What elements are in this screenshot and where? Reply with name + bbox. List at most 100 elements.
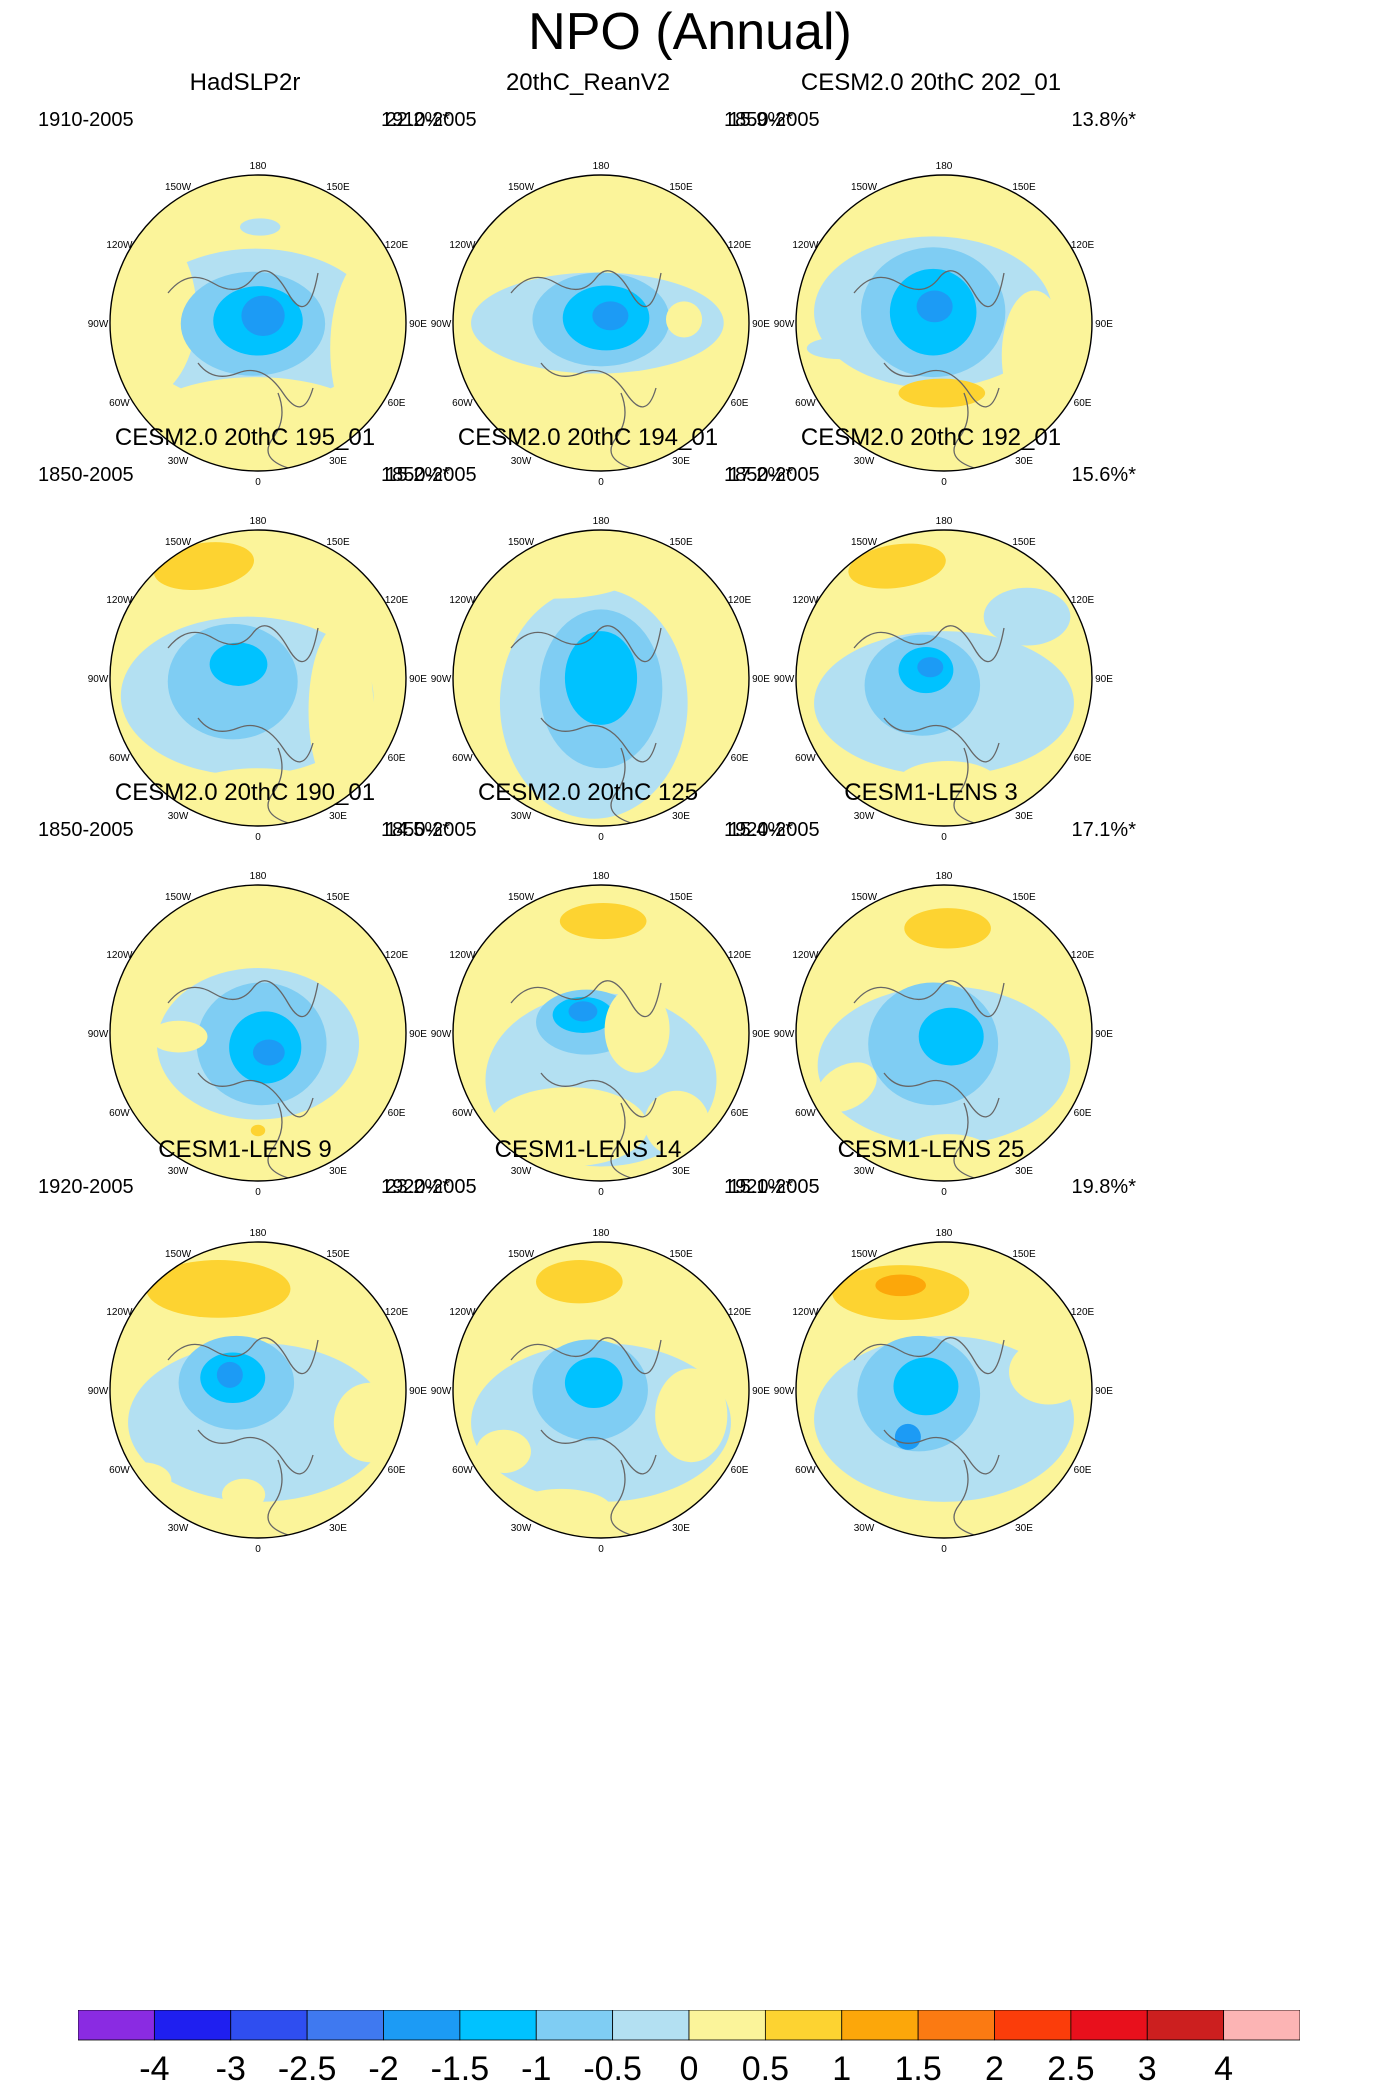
longitude-label: 0 xyxy=(598,477,604,488)
longitude-label: 120W xyxy=(449,240,476,251)
longitude-label: 180 xyxy=(250,161,267,172)
longitude-label: 150E xyxy=(326,182,350,193)
polar-map: 180 150E 120E 90E 60E 30E 0 30W 60W 90W 120W 150W xyxy=(431,516,771,843)
panel-title: CESM2.0 20thC 195_01 xyxy=(114,424,376,451)
contour-region xyxy=(536,1260,623,1304)
longitude-label: 60E xyxy=(388,398,406,409)
longitude-label: 150E xyxy=(1012,537,1036,548)
longitude-label: 60W xyxy=(109,1108,130,1119)
colorbar-tick-label: 2.5 xyxy=(1047,2050,1094,2086)
longitude-label: 180 xyxy=(936,1228,953,1239)
map-boundary xyxy=(795,884,1093,1182)
polar-map: 180 150E 120E 90E 60E 30E 0 30W 60W 90W 120W 150W xyxy=(774,871,1114,1198)
longitude-label: 30W xyxy=(854,1166,875,1177)
longitude-label: 180 xyxy=(936,516,953,527)
longitude-label: 60E xyxy=(731,398,749,409)
longitude-label: 60E xyxy=(731,1465,749,1476)
longitude-label: 30W xyxy=(168,811,189,822)
panel-variance: 15.2%* xyxy=(385,464,451,486)
contour-region xyxy=(904,908,991,949)
longitude-label: 60W xyxy=(795,398,816,409)
longitude-label: 30W xyxy=(854,1523,875,1534)
polar-map: 180 150E 120E 90E 60E 30E 0 30W 60W 90W 120W 150W xyxy=(774,1228,1114,1555)
panel-variance: 19.8%* xyxy=(1071,1176,1137,1198)
map-boundary xyxy=(452,1241,750,1539)
map-boundary xyxy=(109,529,407,827)
longitude-label: 0 xyxy=(598,832,604,843)
panel-years: 1850-2005 xyxy=(38,819,134,841)
longitude-label: 0 xyxy=(255,832,261,843)
coastline xyxy=(510,980,662,1179)
longitude-label: 150E xyxy=(669,1249,693,1260)
panel-title: CESM2.0 20thC 190_01 xyxy=(114,779,376,806)
contour-region xyxy=(496,207,699,266)
longitude-label: 150W xyxy=(165,182,192,193)
contour-region xyxy=(250,1124,266,1137)
longitude-label: 180 xyxy=(250,516,267,527)
panel-variance: 15.9%* xyxy=(728,109,794,131)
longitude-label: 90W xyxy=(774,1386,795,1397)
longitude-label: 30W xyxy=(168,456,189,467)
longitude-label: 120W xyxy=(792,595,819,606)
longitude-label: 30W xyxy=(511,811,532,822)
longitude-label: 30E xyxy=(1015,811,1033,822)
longitude-label: 150W xyxy=(851,892,878,903)
contour-region xyxy=(149,1020,208,1053)
polar-map: 180 150E 120E 90E 60E 30E 0 30W 60W 90W 120W 150W xyxy=(88,516,428,843)
longitude-label: 60W xyxy=(795,753,816,764)
panel-variance: 13.8%* xyxy=(1071,109,1137,131)
panel-title: 20thC_ReanV2 xyxy=(505,69,671,96)
longitude-label: 150W xyxy=(508,892,535,903)
longitude-label: 180 xyxy=(593,871,610,882)
longitude-label: 60W xyxy=(452,753,473,764)
contour-region xyxy=(848,543,946,589)
longitude-label: 30E xyxy=(672,456,690,467)
panel-title: CESM2.0 20thC 125 xyxy=(477,779,699,806)
coastline xyxy=(853,625,1005,824)
colorbar-tick-label: 0.5 xyxy=(742,2050,789,2086)
contour-region xyxy=(216,1361,243,1388)
contour-region xyxy=(481,562,627,599)
contour-region xyxy=(644,1090,710,1156)
contour-region xyxy=(918,1007,984,1066)
colorbar: -4 -3 -2.5 -2 -1.5 -1 -0.5 0 0.5 1 1.5 2 2.5 3 4 xyxy=(78,2010,1300,2086)
contour-region xyxy=(221,1478,266,1511)
panel-years: 1920-2005 xyxy=(724,819,820,841)
contour-region xyxy=(489,1087,648,1167)
panel-variance: 17.1%* xyxy=(1071,819,1137,841)
longitude-label: 0 xyxy=(941,1187,947,1198)
longitude-label: 60E xyxy=(388,1465,406,1476)
longitude-label: 30W xyxy=(511,1166,532,1177)
colorbar-swatch xyxy=(306,2010,384,2041)
longitude-label: 120E xyxy=(728,1307,752,1318)
longitude-label: 150W xyxy=(165,892,192,903)
longitude-label: 120E xyxy=(1071,1307,1095,1318)
contour-region xyxy=(655,1368,728,1463)
colorbar-swatch xyxy=(994,2010,1072,2041)
map-boundary xyxy=(452,529,750,827)
contour-region xyxy=(239,218,281,236)
contour-region xyxy=(983,587,1071,646)
longitude-label: 120W xyxy=(449,595,476,606)
contour-region xyxy=(893,1357,959,1416)
longitude-label: 180 xyxy=(936,161,953,172)
colorbar-tick-label: -1.5 xyxy=(431,2050,490,2086)
colorbar-swatch xyxy=(383,2010,461,2041)
longitude-label: 60W xyxy=(109,753,130,764)
longitude-label: 90E xyxy=(409,1386,427,1397)
panel-title: HadSLP2r xyxy=(189,69,301,96)
panel-variance: 22.2%* xyxy=(385,109,451,131)
coastline xyxy=(853,270,1005,469)
longitude-label: 120W xyxy=(792,950,819,961)
contour-region xyxy=(241,295,285,336)
colorbar-tick-label: 0 xyxy=(680,2050,699,2086)
longitude-label: 120W xyxy=(106,240,133,251)
longitude-label: 120W xyxy=(792,240,819,251)
contour-region xyxy=(916,290,953,323)
colorbar-swatch xyxy=(1223,2010,1300,2041)
longitude-label: 120W xyxy=(449,1307,476,1318)
longitude-label: 90E xyxy=(1095,1029,1113,1040)
longitude-label: 150E xyxy=(669,537,693,548)
panel-title: CESM2.0 20thC 192_01 xyxy=(800,424,1062,451)
longitude-label: 90E xyxy=(409,1029,427,1040)
